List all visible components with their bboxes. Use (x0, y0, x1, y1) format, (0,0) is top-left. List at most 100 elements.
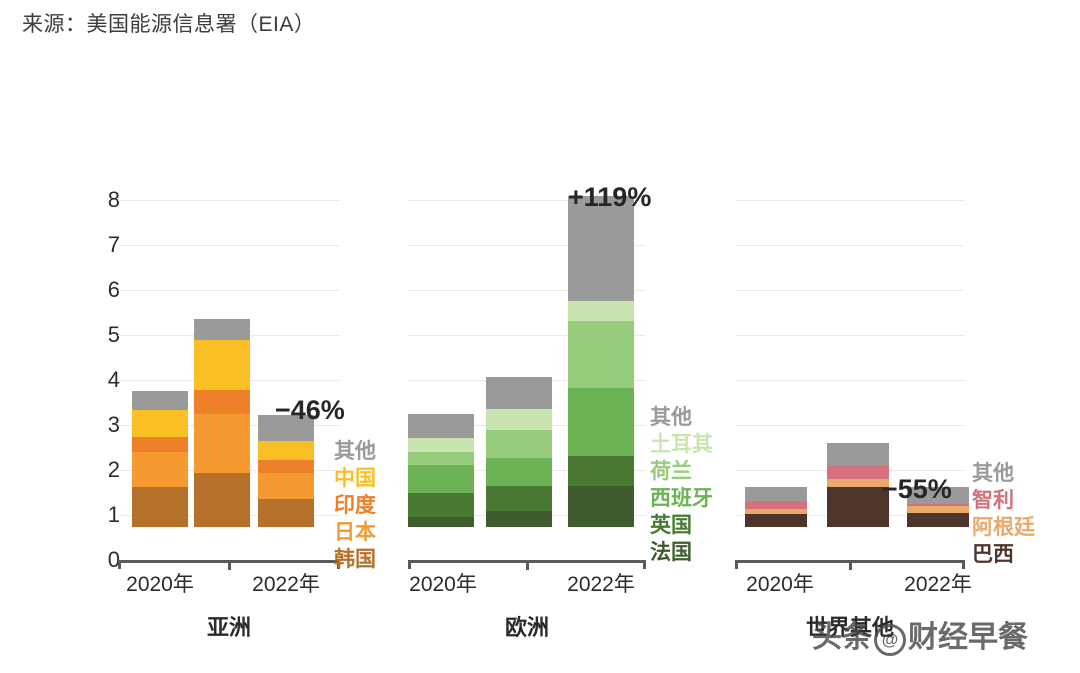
bar-segment-阿根廷 (827, 479, 889, 487)
bar-segment-巴西 (745, 513, 807, 527)
bar-segment-韩国 (132, 487, 188, 527)
legend-item-土耳其: 土耳其 (650, 433, 713, 456)
bar-segment-其他 (408, 413, 474, 438)
axis-cap (337, 560, 340, 569)
y-tick-3: 3 (107, 412, 120, 437)
bar-europe-2022年 (568, 196, 634, 527)
legend-item-印度: 印度 (334, 494, 376, 517)
bar-other-2022年 (907, 487, 969, 527)
bar-segment-巴西 (827, 486, 889, 527)
y-tick-2: 2 (107, 457, 120, 482)
bar-segment-日本 (132, 452, 188, 488)
bar-segment-土耳其 (486, 409, 552, 430)
bar-segment-日本 (258, 473, 314, 500)
bar-segment-西班牙 (568, 387, 634, 456)
bar-segment-韩国 (258, 499, 314, 527)
bar-segment-韩国 (194, 473, 250, 527)
x-axis-label: 2022年 (252, 573, 320, 596)
bar-segment-中国 (194, 339, 250, 391)
axis-tick (228, 562, 231, 570)
bar-segment-英国 (408, 492, 474, 518)
axis-baseline (735, 560, 965, 563)
axis-cap (408, 560, 411, 569)
legend-item-韩国: 韩国 (334, 548, 376, 571)
legend-item-阿根廷: 阿根廷 (972, 516, 1035, 539)
axis-tick (849, 562, 852, 570)
legend-asia: 其他 中国 印度 日本 韩国 (334, 438, 376, 573)
gridline (408, 290, 646, 291)
y-axis: 8 7 6 5 4 3 2 1 0 (88, 150, 120, 572)
y-tick-5: 5 (107, 322, 120, 347)
bar-segment-其他 (827, 443, 889, 466)
legend-item-英国: 英国 (650, 514, 692, 537)
bar-asia-2020年 (132, 390, 188, 527)
bar-segment-土耳其 (408, 437, 474, 453)
gridline (735, 380, 965, 381)
x-axis-label: 2020年 (126, 573, 194, 596)
bar-segment-其他 (568, 196, 634, 301)
legend-item-其他: 其他 (650, 406, 692, 429)
gridline (735, 425, 965, 426)
gridline (735, 200, 965, 201)
bar-segment-印度 (194, 390, 250, 414)
gridline (735, 335, 965, 336)
legend-europe: 其他 土耳其 荷兰 西班牙 英国 法国 (650, 404, 713, 566)
legend-item-巴西: 巴西 (972, 543, 1014, 566)
watermark-name: 财经早餐 (908, 621, 1028, 654)
bar-europe-2021年 (486, 376, 552, 527)
bar-segment-其他 (907, 487, 969, 504)
y-tick-4: 4 (107, 367, 120, 392)
bar-other-2020年 (745, 486, 807, 527)
bar-segment-荷兰 (408, 452, 474, 465)
annotation-europe: +119% (568, 182, 652, 212)
axis-baseline (408, 560, 646, 563)
x-axis-label: 2020年 (409, 573, 477, 596)
bar-segment-法国 (486, 510, 552, 527)
bar-segment-智利 (907, 503, 969, 507)
gridline (408, 245, 646, 246)
legend-item-中国: 中国 (334, 467, 376, 490)
gridline (735, 290, 965, 291)
bar-segment-中国 (132, 409, 188, 437)
legend-item-智利: 智利 (972, 489, 1014, 512)
annotation-asia: −46% (275, 395, 345, 425)
source-note: 来源：美国能源信息署（EIA） (22, 13, 316, 36)
y-tick-6: 6 (107, 277, 120, 302)
axis-cap (735, 560, 738, 569)
gridline (408, 200, 646, 201)
panel-asia: 2020年 2022年 亚洲 (118, 150, 388, 640)
panel-title-asia: 亚洲 (206, 615, 251, 640)
x-axis-label: 2022年 (567, 573, 635, 596)
legend-item-西班牙: 西班牙 (650, 487, 713, 510)
bar-segment-智利 (827, 465, 889, 480)
gridline (735, 245, 965, 246)
bar-segment-其他 (194, 319, 250, 340)
bar-segment-巴西 (907, 512, 969, 527)
bar-segment-英国 (568, 455, 634, 486)
gridline (118, 245, 340, 246)
bar-asia-2022年 (258, 414, 314, 527)
annotation-other: −55% (882, 474, 952, 504)
y-tick-1: 1 (107, 502, 120, 527)
legend-item-其他: 其他 (334, 440, 376, 463)
bar-europe-2020年 (408, 413, 474, 527)
panel-europe: 2020年 2022年 欧洲 (408, 150, 678, 640)
legend-item-荷兰: 荷兰 (650, 460, 692, 483)
bar-segment-法国 (408, 517, 474, 527)
bar-segment-荷兰 (568, 320, 634, 388)
axis-baseline (118, 560, 340, 563)
gridline (118, 200, 340, 201)
bar-segment-法国 (568, 485, 634, 527)
gridline (118, 290, 340, 291)
bar-segment-西班牙 (408, 464, 474, 493)
bar-segment-西班牙 (486, 457, 552, 486)
bar-segment-其他 (258, 414, 314, 441)
at-icon: @ (874, 624, 906, 656)
bar-segment-其他 (486, 376, 552, 410)
y-tick-0: 0 (107, 547, 120, 572)
bar-other-2021年 (827, 443, 889, 527)
bar-segment-荷兰 (486, 429, 552, 458)
x-axis-label: 2020年 (746, 573, 814, 596)
bar-segment-印度 (258, 459, 314, 474)
bar-segment-其他 (745, 486, 807, 502)
